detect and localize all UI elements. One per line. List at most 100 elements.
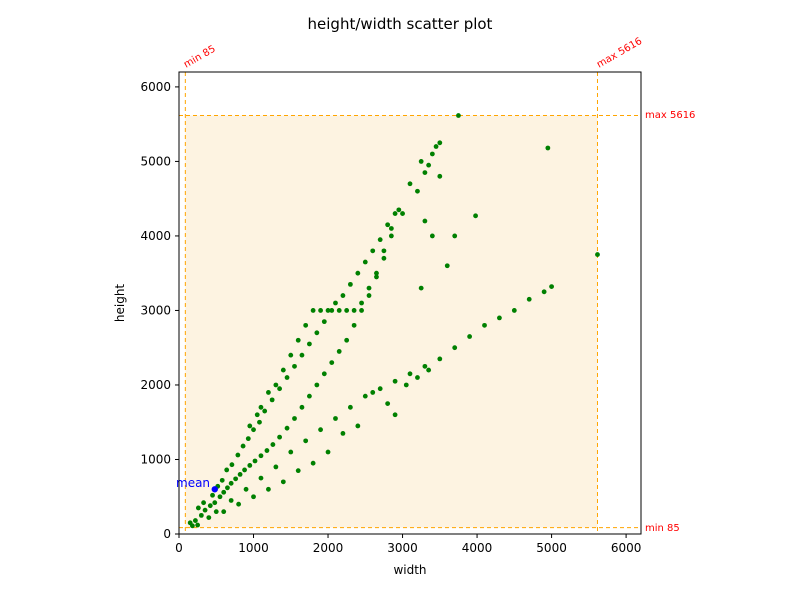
data-point-78 (370, 390, 376, 395)
data-point-31 (366, 293, 372, 298)
data-point-87 (266, 486, 271, 492)
data-point-50 (318, 427, 323, 433)
data-point-88 (251, 494, 256, 500)
data-point-83 (325, 449, 331, 455)
data-point-95 (201, 500, 206, 506)
data-point-15 (252, 458, 258, 464)
data-point-143 (355, 270, 361, 276)
data-point-84 (310, 460, 316, 466)
plot-layer: mean 0 1000 2000 3000 4000 5000 6000 0 1000 2000 30… (140, 36, 695, 555)
data-point-60 (467, 334, 473, 339)
data-point-2 (192, 518, 198, 523)
data-point-9 (225, 485, 230, 491)
data-point-136 (303, 322, 309, 328)
data-point-71 (429, 233, 435, 239)
x-tick-label-2: 2000 (313, 541, 344, 555)
data-point-41 (418, 159, 424, 164)
data-point-66 (549, 284, 554, 290)
data-point-99 (224, 467, 230, 473)
data-point-80 (392, 412, 398, 418)
x-tick-label-4: 4000 (462, 541, 493, 555)
data-point-115 (329, 308, 335, 313)
data-point-134 (288, 352, 294, 358)
data-point-7 (217, 494, 223, 500)
data-point-127 (433, 144, 439, 149)
data-point-23 (307, 393, 312, 399)
data-point-49 (303, 438, 309, 444)
data-point-59 (452, 345, 458, 351)
data-point-5 (207, 503, 213, 509)
data-point-86 (280, 479, 286, 485)
data-point-108 (277, 386, 282, 392)
data-point-32 (374, 274, 379, 280)
data-point-148 (392, 211, 398, 216)
x-min-annotation: min 85 (182, 44, 218, 71)
y-tick-label-4: 4000 (140, 229, 171, 243)
data-point-46 (258, 475, 264, 481)
data-point-116 (336, 308, 342, 313)
data-point-82 (355, 423, 361, 429)
data-point-102 (240, 443, 246, 449)
y-tick-label-6: 6000 (140, 80, 171, 94)
data-point-117 (344, 308, 350, 313)
data-point-94 (195, 505, 201, 511)
data-point-28 (344, 337, 350, 343)
data-point-74 (444, 263, 450, 269)
data-point-120 (366, 285, 372, 291)
data-point-142 (347, 281, 353, 287)
data-point-26 (329, 360, 335, 366)
data-point-27 (336, 349, 342, 354)
data-point-35 (400, 211, 405, 216)
data-point-79 (385, 401, 391, 406)
data-point-112 (307, 341, 312, 347)
data-point-43 (213, 509, 219, 515)
y-max-annotation: max 5616 (645, 110, 695, 121)
data-point-18 (270, 442, 276, 447)
x-max-annotation: max 5616 (595, 36, 644, 71)
y-min-annotation: min 85 (645, 523, 680, 534)
data-point-96 (210, 492, 215, 498)
data-point-100 (229, 462, 235, 468)
data-point-98 (219, 477, 225, 483)
data-point-104 (251, 427, 256, 433)
data-point-38 (437, 140, 443, 146)
x-tick-label-1: 1000 (238, 541, 269, 555)
mean-label: mean (176, 476, 210, 490)
y-tick-label-3: 3000 (140, 303, 171, 317)
data-point-130 (258, 404, 264, 410)
data-point-39 (456, 113, 461, 118)
mean-point (211, 486, 218, 493)
data-point-33 (381, 255, 387, 261)
y-tick-label-0: 0 (163, 527, 171, 541)
data-point-36 (415, 188, 420, 194)
data-point-44 (228, 498, 234, 503)
data-point-113 (314, 330, 320, 336)
data-point-135 (295, 337, 301, 343)
data-point-138 (318, 308, 323, 313)
range-region (185, 115, 598, 528)
data-point-37 (426, 162, 432, 168)
data-point-141 (340, 293, 346, 298)
data-point-30 (359, 308, 364, 313)
data-point-81 (340, 431, 346, 436)
data-point-89 (236, 501, 242, 507)
data-point-69 (473, 213, 478, 219)
data-point-6 (212, 500, 218, 506)
data-point-47 (273, 464, 279, 470)
data-point-85 (295, 468, 301, 474)
data-point-91 (206, 515, 212, 521)
data-point-118 (351, 308, 357, 313)
data-point-21 (292, 416, 297, 421)
data-point-109 (284, 375, 290, 380)
data-point-3 (198, 512, 204, 518)
data-point-67 (595, 252, 600, 257)
data-point-76 (415, 375, 420, 380)
data-point-72 (452, 233, 458, 239)
plot-frame (178, 71, 642, 535)
data-point-20 (284, 425, 290, 431)
data-point-103 (245, 436, 251, 442)
data-point-55 (392, 378, 398, 384)
data-point-70 (422, 218, 428, 224)
data-point-54 (377, 386, 383, 392)
